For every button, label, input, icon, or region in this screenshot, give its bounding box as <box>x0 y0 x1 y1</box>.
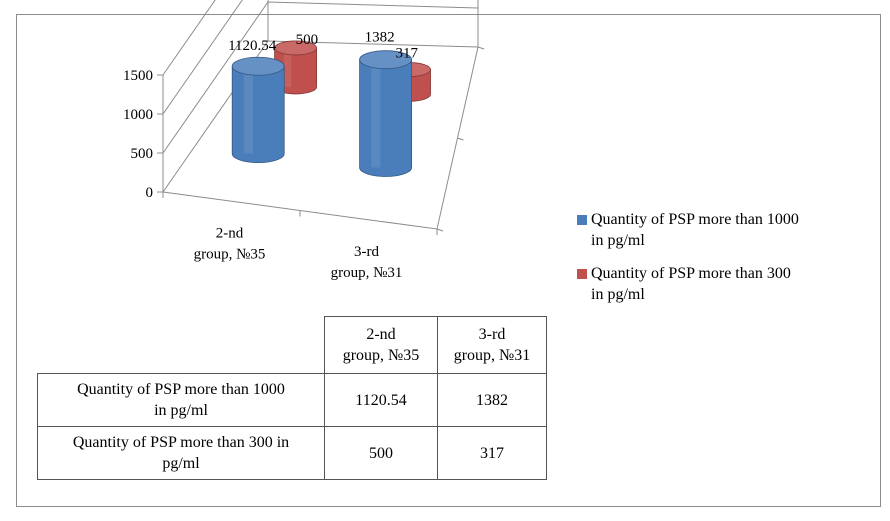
gridline <box>162 0 243 115</box>
table-cell: 317 <box>437 426 547 480</box>
gridline <box>162 40 479 193</box>
bar-top <box>231 56 285 76</box>
depth-tick-mark <box>477 46 485 50</box>
chart-frame <box>16 14 881 507</box>
bar-cylinder <box>231 56 285 164</box>
data-label: 1382 <box>365 30 395 46</box>
bar-cylinder <box>274 40 317 95</box>
table-row-label: Quantity of PSP more than 300 in pg/ml <box>37 426 325 480</box>
table-row: Quantity of PSP more than 1000 in pg/ml … <box>37 373 547 427</box>
table-header-cell: 2-nd group, №35 <box>324 316 438 374</box>
data-table: 2-nd group, №35 3-rd group, №31 Quantity… <box>37 316 547 480</box>
row-label-line: pg/ml <box>162 455 200 472</box>
x-category-label: group, №31 <box>331 265 403 281</box>
legend-swatch-blue <box>577 215 587 225</box>
bar-top <box>274 40 317 56</box>
bar-highlight <box>284 47 292 87</box>
header-line: 3-rd <box>478 326 506 343</box>
data-label: 317 <box>396 46 419 62</box>
x-category-label: group, №35 <box>194 246 266 262</box>
bar-cylinder <box>359 50 413 177</box>
row-label-line: Quantity of PSP more than 300 in <box>72 434 290 451</box>
table-header-row: 2-nd group, №35 3-rd group, №31 <box>38 316 547 374</box>
table-cell: 500 <box>324 426 438 480</box>
bar-highlight <box>243 66 253 154</box>
y-tick-label: 1500 <box>123 68 153 84</box>
depth-tick-mark <box>457 137 464 141</box>
header-line: 2-nd <box>366 326 396 343</box>
row-label-line: Quantity of PSP more than 1000 <box>77 381 285 398</box>
bar-body <box>231 65 285 164</box>
row-label-line: in pg/ml <box>154 402 208 419</box>
header-line: group, №31 <box>453 347 531 364</box>
table-row: Quantity of PSP more than 300 in pg/ml 5… <box>37 426 547 480</box>
legend-label-line-2: in pg/ml <box>591 232 645 249</box>
y-tick-label: 1000 <box>123 107 153 123</box>
table-row-label: Quantity of PSP more than 1000 in pg/ml <box>37 373 325 427</box>
data-label: 1120.54 <box>228 38 277 54</box>
gridline <box>162 0 216 76</box>
legend-item-series-2: Quantity of PSP more than 300 in pg/ml <box>573 263 863 305</box>
depth-tick-mark <box>436 228 444 232</box>
chart-legend: Quantity of PSP more than 1000 in pg/ml … <box>573 209 863 317</box>
y-tick-label: 0 <box>146 185 154 201</box>
table-cell: 1120.54 <box>324 373 438 427</box>
legend-label-line-1: Quantity of PSP more than 300 <box>591 265 791 282</box>
legend-swatch-red <box>577 269 587 279</box>
data-label: 500 <box>296 32 319 48</box>
table-corner <box>38 317 325 374</box>
table-cell: 1382 <box>437 373 547 427</box>
bar-body <box>359 59 412 177</box>
bar-top <box>359 50 413 70</box>
legend-label-line-2: in pg/ml <box>591 286 645 303</box>
legend-label-line-1: Quantity of PSP more than 1000 <box>591 211 799 228</box>
x-category-label: 3-rd <box>354 244 379 260</box>
x-category-label: 2-nd <box>216 225 244 241</box>
y-tick-label: 500 <box>131 146 154 162</box>
table-header-cell: 3-rd group, №31 <box>437 316 547 374</box>
header-line: group, №35 <box>342 347 420 364</box>
bar-highlight <box>371 59 381 168</box>
legend-item-series-1: Quantity of PSP more than 1000 in pg/ml <box>573 209 863 251</box>
